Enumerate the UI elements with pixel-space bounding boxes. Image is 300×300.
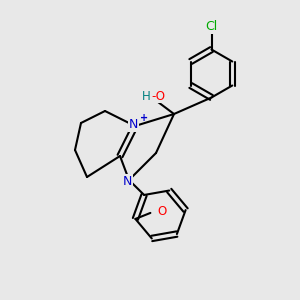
Text: +: + <box>140 112 148 123</box>
Text: N: N <box>123 175 132 188</box>
Text: Cl: Cl <box>206 20 218 33</box>
Text: N: N <box>129 118 138 131</box>
Text: O: O <box>157 205 167 218</box>
Text: -O: -O <box>151 89 165 103</box>
Text: H: H <box>142 89 151 103</box>
